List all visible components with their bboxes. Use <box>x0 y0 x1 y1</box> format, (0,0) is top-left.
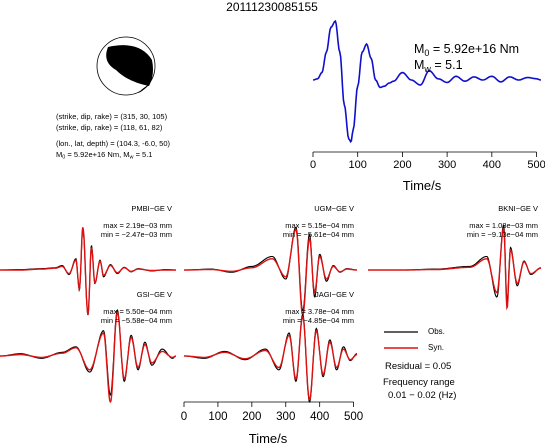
focal-line-2: (strike, dip, rake) = (118, 61, 82) <box>56 123 163 132</box>
station-max: max = 5.50e−04 mm <box>103 307 172 316</box>
stf-tick-label: 200 <box>393 159 411 171</box>
stf-tick-label: 0 <box>310 159 316 171</box>
frequency-title: Frequency range <box>383 377 455 388</box>
focal-line-1: (strike, dip, rake) = (315, 30, 105) <box>56 112 168 121</box>
focal-line-3: (lon., lat, depth) = (104.3, -6.0, 50) <box>56 139 171 148</box>
frequency-value: 0.01 − 0.02 (Hz) <box>388 390 456 401</box>
bottom-tick-label: 400 <box>310 411 329 423</box>
focal-mw-value: = 5.1 <box>134 150 153 159</box>
syn-trace <box>0 311 177 404</box>
stf-tick-label: 300 <box>438 159 456 171</box>
stf-mw-label: Mw = 5.1 <box>414 58 463 74</box>
stf-tick-label: 100 <box>349 159 367 171</box>
legend-syn-label: Syn. <box>428 343 444 352</box>
stf-xlabel: Time/s <box>403 178 442 193</box>
station-max: max = 2.19e−03 mm <box>103 221 172 230</box>
station-name: PMBI−GE V <box>131 204 172 213</box>
bottom-tick-label: 500 <box>344 411 363 423</box>
bottom-tick-label: 100 <box>208 411 227 423</box>
station-max: max = 1.08e−03 mm <box>469 221 538 230</box>
residual-text: Residual = 0.05 <box>385 361 451 372</box>
syn-trace <box>0 227 176 315</box>
bottom-tick-label: 0 <box>181 411 187 423</box>
figure-title: 20111230085155 <box>226 0 318 14</box>
legend-obs-label: Obs. <box>428 327 445 336</box>
stf-tick-label: 500 <box>527 159 545 171</box>
obs-trace <box>184 313 358 403</box>
bottom-xlabel: Time/s <box>249 431 288 446</box>
station-max: max = 5.15e−04 mm <box>285 221 354 230</box>
station-name: BKNI−GE V <box>498 204 538 213</box>
station-min: min = −4.85e−04 mm <box>283 316 354 325</box>
syn-trace <box>184 228 357 317</box>
station-min: min = −5.58e−04 mm <box>101 316 172 325</box>
station-min: min = −5.61e−04 mm <box>283 230 354 239</box>
stf-line <box>312 19 542 144</box>
focal-line-4: M0 = 5.92e+16 Nm, Mw = 5.1 <box>56 150 152 161</box>
stf-tick-label: 400 <box>483 159 501 171</box>
station-min: min = −2.47e−03 mm <box>101 230 172 239</box>
focal-m0-prefix: M <box>56 150 62 159</box>
beachball-icon <box>96 36 156 96</box>
station-name: JAGI−GE V <box>315 290 354 299</box>
syn-trace <box>368 228 541 311</box>
syn-trace <box>184 315 358 401</box>
stf-ticks: 0 100 200 300 400 500 <box>310 151 545 171</box>
stf-panel: 0 100 200 300 400 500 M0 = 5.92e+16 Nm Mw = 5… <box>310 19 545 193</box>
bottom-tick-label: 300 <box>276 411 295 423</box>
station-name: GSI−GE V <box>137 290 172 299</box>
station-min: min = −9.13e−04 mm <box>467 230 538 239</box>
station-max: max = 3.78e−04 mm <box>285 307 354 316</box>
focal-m0-value: = 5.92e+16 Nm, M <box>65 150 129 159</box>
obs-trace <box>0 229 176 316</box>
bottom-axis: 0 100 200 300 400 500 <box>181 401 363 423</box>
stf-m0-label: M0 = 5.92e+16 Nm <box>414 42 519 58</box>
station-name: UGM−GE V <box>314 204 354 213</box>
legend: Obs. Syn. Residual = 0.05 Frequency rang… <box>383 327 456 401</box>
bottom-tick-label: 200 <box>242 411 261 423</box>
